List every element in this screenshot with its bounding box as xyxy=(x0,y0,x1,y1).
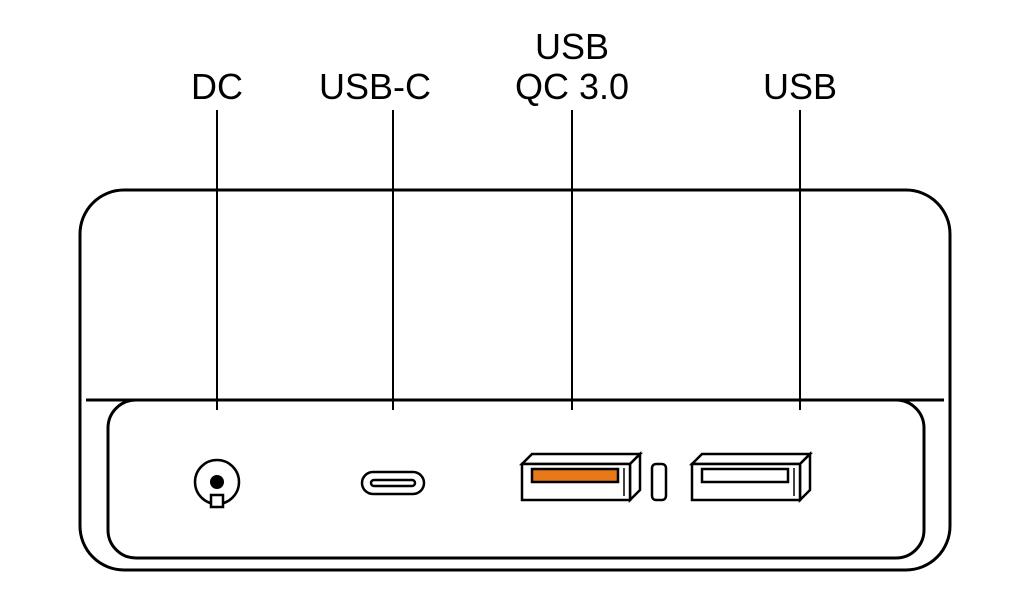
diagram-svg xyxy=(0,0,1024,616)
label-usb-qc-line2: QC 3.0 xyxy=(515,68,629,106)
label-dc: DC xyxy=(191,68,243,106)
label-usb-c: USB-C xyxy=(319,68,431,106)
label-usb: USB xyxy=(763,68,837,106)
port-usb-c xyxy=(362,472,424,494)
label-usb-qc-line1: USB xyxy=(535,28,609,66)
led-indicator-slot xyxy=(652,464,666,500)
port-usb-a xyxy=(692,454,810,500)
diagram-stage: DC USB-C USB QC 3.0 USB xyxy=(0,0,1024,616)
port-usb-a-qc xyxy=(522,454,640,500)
device-body xyxy=(80,190,950,570)
